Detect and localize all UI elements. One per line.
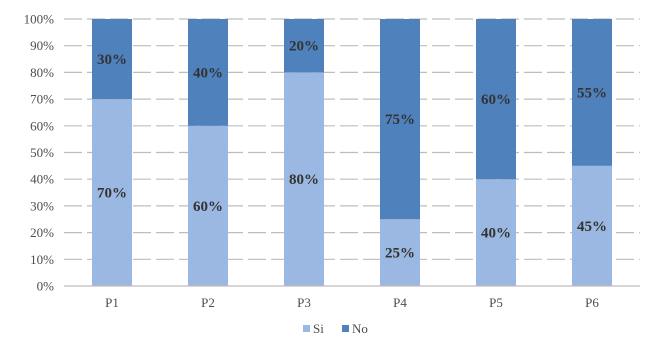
y-tick-label: 100% [24, 12, 55, 27]
bar-segment-si-p1 [92, 99, 132, 286]
y-tick-label: 80% [30, 65, 54, 80]
y-tick-label: 50% [30, 145, 54, 160]
y-tick-label: 70% [30, 92, 54, 107]
bar-segment-no-p5 [476, 19, 516, 180]
data-label-no-p2: 40% [193, 65, 223, 81]
bar-segment-si-p3 [284, 72, 324, 287]
data-label-si-p1: 70% [97, 186, 127, 202]
bar-segment-no-p3 [284, 19, 324, 73]
bar-segment-no-p2 [188, 19, 228, 126]
data-label-no-p5: 60% [481, 92, 511, 108]
bar-segment-no-p6 [572, 19, 612, 166]
bars [92, 19, 612, 287]
axes: 0% 10% 20% 30% 40% 50% 60% 70% 80% 90% 100% P1 P2 P3 P… [24, 12, 640, 310]
y-tick-label: 10% [30, 252, 54, 267]
legend: Si No [303, 321, 368, 336]
y-tick-label: 20% [30, 225, 54, 240]
x-tick-label: P2 [201, 295, 215, 310]
data-label-no-p1: 30% [97, 52, 127, 68]
x-tick-label: P1 [105, 295, 119, 310]
data-label-no-p3: 20% [289, 39, 319, 55]
bar-segment-si-p4 [380, 219, 420, 286]
legend-label-no: No [352, 321, 368, 336]
legend-label-si: Si [313, 321, 324, 336]
bar-segment-si-p2 [188, 125, 228, 286]
data-label-no-p6: 55% [577, 85, 607, 101]
bar-segment-no-p1 [92, 19, 132, 100]
legend-swatch-si [303, 325, 310, 332]
x-tick-label: P5 [489, 295, 503, 310]
x-tick-label: P3 [297, 295, 311, 310]
y-tick-label: 30% [30, 198, 54, 213]
bar-segment-no-p4 [380, 19, 420, 220]
y-tick-label: 90% [30, 38, 54, 53]
bar-segment-si-p5 [476, 179, 516, 286]
legend-swatch-no [342, 325, 349, 332]
y-tick-label: 60% [30, 118, 54, 133]
data-label-si-p2: 60% [193, 199, 223, 215]
x-tick-label: P4 [393, 295, 407, 310]
data-label-si-p6: 45% [577, 219, 607, 235]
bar-segment-si-p6 [572, 165, 612, 286]
x-tick-label: P6 [585, 295, 599, 310]
data-label-no-p4: 75% [385, 112, 415, 128]
data-label-si-p5: 40% [481, 226, 511, 242]
gridlines [64, 18, 640, 260]
y-tick-label: 40% [30, 172, 54, 187]
y-tick-label: 0% [37, 279, 55, 294]
data-label-si-p4: 25% [385, 246, 415, 262]
data-labels: 70% 30% 60% 40% 80% 20% 25% 75% 40% 60% 45% 55% [97, 39, 607, 262]
data-label-si-p3: 80% [289, 172, 319, 188]
